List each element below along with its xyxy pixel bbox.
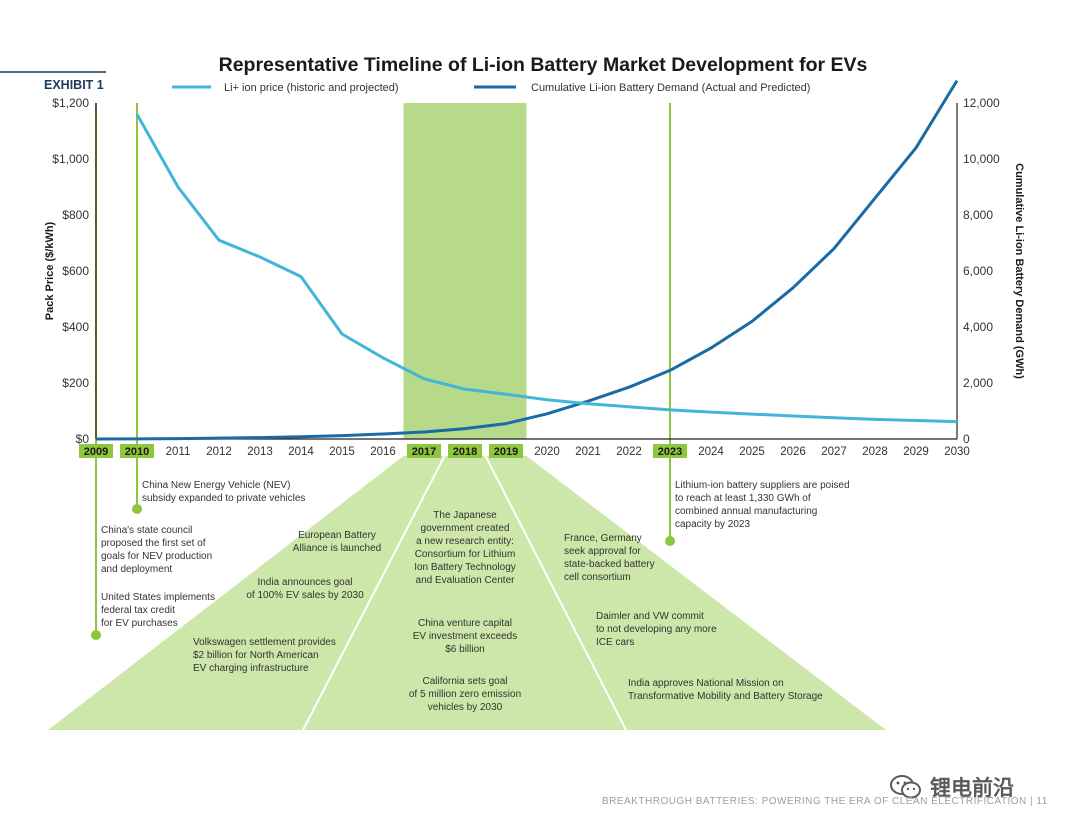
annotation-2010-nev-subsidy: China New Energy Vehicle (NEV) subsidy ex… [142, 480, 305, 504]
left-tick-label: $600 [62, 264, 89, 278]
annotation-wedge [48, 456, 886, 730]
x-tick-label: 2013 [247, 446, 273, 458]
x-tick-label: 2015 [329, 446, 355, 458]
annotation-2018-japan-consortium: The Japanese government created a new rese… [414, 510, 516, 586]
right-tick-label: 2,000 [963, 376, 993, 390]
x-tick-label: 2028 [862, 446, 888, 458]
x-tick-label: 2021 [575, 446, 601, 458]
marker-2009-dot [91, 630, 101, 640]
right-tick-label: 10,000 [963, 152, 1000, 166]
marker-2010-dot [132, 504, 142, 514]
year-highlight-box [653, 444, 687, 458]
year-highlight-box [120, 444, 154, 458]
left-tick-label: $1,000 [52, 152, 89, 166]
legend-label-demand: Cumulative Li-ion Battery Demand (Actual… [531, 82, 810, 94]
wedge-divider-left [302, 455, 446, 731]
marker-2023-dot [665, 536, 675, 546]
x-tick-label: 2024 [698, 446, 724, 458]
left-tick-label: $1,200 [52, 96, 89, 110]
chart-title: Representative Timeline of Li-ion Batter… [219, 54, 868, 76]
right-tick-label: 4,000 [963, 320, 993, 334]
annotation-2018-california: California sets goal of 5 million zero em… [409, 676, 521, 713]
wedge-divider-right [484, 455, 627, 731]
x-tick-label: 2030 [944, 446, 970, 458]
right-tick-label: 6,000 [963, 264, 993, 278]
annotation-2009-state-council: China's state council proposed the first … [101, 525, 212, 575]
annotation-2019-daimler-vw: Daimler and VW commit to not developing a… [596, 611, 717, 648]
right-tick-label: 0 [963, 432, 970, 446]
watermark: 锂电前沿 [890, 772, 1014, 802]
x-tick-label: 2020 [534, 446, 560, 458]
x-tick-label: 2016 [370, 446, 396, 458]
annotation-2017-india-goal: India announces goal of 100% EV sales by … [246, 577, 364, 601]
annotation-2018-china-vc: China venture capital EV investment excee… [413, 618, 518, 655]
left-tick-label: $0 [76, 432, 90, 446]
x-tick-label: 2014 [288, 446, 314, 458]
x-tick-label: 2022 [616, 446, 642, 458]
watermark-text: 锂电前沿 [930, 777, 1014, 800]
x-tick-label: 2018 [453, 446, 477, 458]
legend-label-price: Li+ ion price (historic and projected) [224, 82, 399, 94]
left-tick-label: $400 [62, 320, 89, 334]
right-tick-label: 8,000 [963, 208, 993, 222]
highlight-band [403, 103, 527, 439]
left-tick-label: $200 [62, 376, 89, 390]
x-tick-label: 2019 [494, 446, 518, 458]
x-tick-label: 2029 [903, 446, 929, 458]
x-tick-label: 2010 [125, 446, 149, 458]
annotation-2019-india-mission: India approves National Mission on Transf… [628, 678, 823, 702]
x-tick-label: 2027 [821, 446, 847, 458]
series-line-demand [95, 79, 959, 441]
annotation-2019-france-germany: France, Germany seek approval for state-ba… [564, 533, 655, 583]
year-highlight-box [79, 444, 113, 458]
x-tick-label: 2011 [166, 446, 191, 458]
right-tick-label: 12,000 [963, 96, 1000, 110]
left-axis-title: Pack Price ($/kWh) [44, 221, 56, 320]
annotation-2023-capacity: Lithium-ion battery suppliers are poised… [675, 480, 850, 530]
page-footer: BREAKTHROUGH BATTERIES: POWERING THE ERA… [602, 796, 1048, 807]
year-highlight-box [448, 444, 482, 458]
x-tick-label: 2012 [206, 446, 232, 458]
x-tick-label: 2009 [84, 446, 108, 458]
wechat-icon [890, 775, 921, 799]
x-tick-label: 2025 [739, 446, 765, 458]
left-tick-label: $800 [62, 208, 89, 222]
x-tick-label: 2026 [780, 446, 806, 458]
year-highlight-box [407, 444, 441, 458]
annotation-2009-us-tax-credit: United States implements federal tax cred… [101, 592, 215, 629]
series-line-price [135, 113, 958, 424]
x-tick-label: 2017 [412, 446, 436, 458]
right-axis-title: Cumulative Li-ion Battery Demand (GWh) [1013, 163, 1025, 379]
year-highlight-box [489, 444, 523, 458]
annotation-2017-eu-alliance: European Battery Alliance is launched [293, 530, 381, 554]
exhibit-label: EXHIBIT 1 [44, 78, 104, 92]
x-tick-label: 2023 [658, 446, 682, 458]
annotation-2017-vw-settlement: Volkswagen settlement provides $2 billion… [193, 637, 336, 674]
